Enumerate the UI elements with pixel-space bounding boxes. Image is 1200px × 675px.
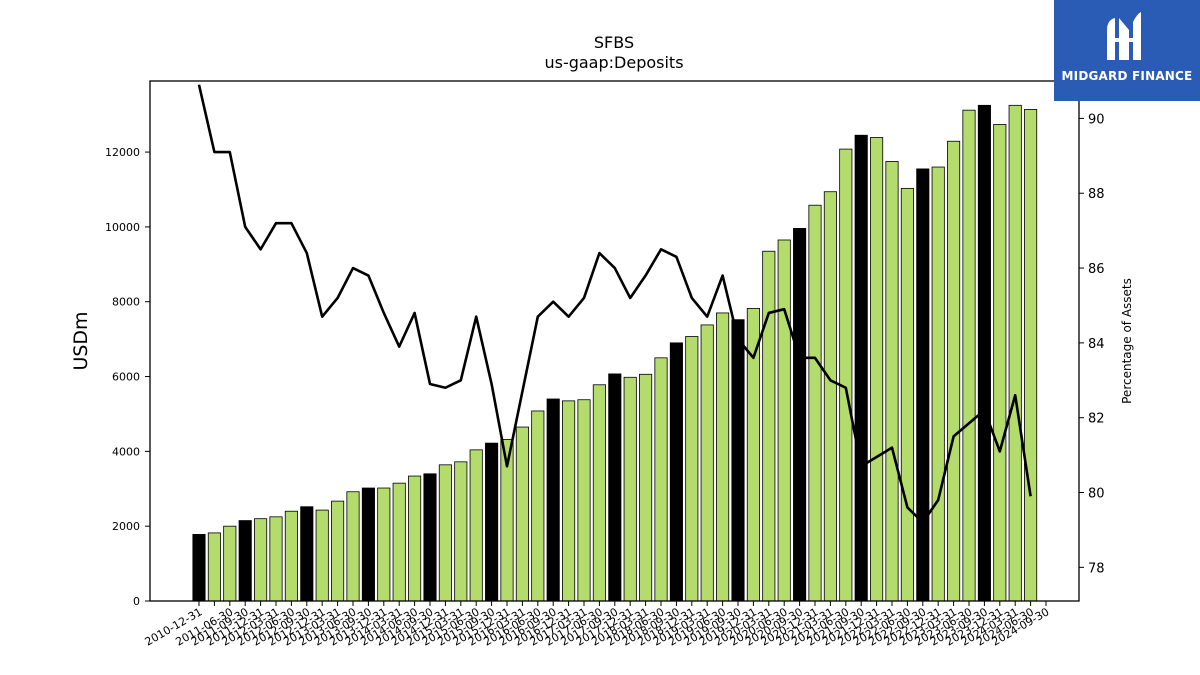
bar: [531, 410, 545, 602]
bar: [839, 148, 853, 602]
bar: [716, 312, 730, 602]
bar: [947, 140, 961, 602]
bar: [793, 227, 807, 602]
bar: [654, 357, 668, 602]
y-tick-label: 0: [133, 595, 140, 608]
bar: [346, 491, 360, 602]
logo-mark-icon: [1107, 12, 1141, 60]
bar: [962, 109, 976, 602]
bar: [562, 400, 576, 602]
deposits-pct-line: [197, 84, 1032, 524]
bar: [254, 518, 268, 602]
chart-subtitle: us-gaap:Deposits: [544, 53, 683, 72]
bar: [931, 166, 945, 602]
y-axis-right: 78 80 82 84 86 88 90: [1079, 112, 1105, 576]
bar: [546, 398, 560, 602]
y2-tick-label: 82: [1088, 412, 1105, 427]
bar: [454, 461, 468, 602]
y2-tick-label: 86: [1088, 262, 1105, 277]
y-tick-label: 8000: [112, 296, 140, 309]
y2-tick-label: 84: [1088, 337, 1105, 352]
y-tick-label: 6000: [112, 371, 140, 384]
bar: [700, 324, 714, 602]
bar: [1008, 104, 1022, 602]
x-axis: 2010-12-312011-06-302011-09-302011-12-31…: [143, 601, 1052, 649]
bar: [777, 239, 791, 602]
y-axis-label: USDm: [70, 311, 92, 370]
bar: [423, 473, 437, 602]
bar: [916, 168, 930, 602]
bar: [870, 137, 884, 602]
y-tick-label: 12000: [105, 146, 140, 159]
bar: [408, 475, 422, 602]
y2-axis-label: Percentage of Assets: [1120, 278, 1134, 404]
midgard-finance-logo: MIDGARD FINANCE: [1054, 0, 1200, 101]
bar: [854, 134, 868, 602]
bar: [592, 384, 606, 602]
bar: [361, 487, 375, 602]
line-series-layer: [197, 84, 1032, 524]
y2-tick-label: 78: [1088, 561, 1105, 576]
bar: [269, 516, 283, 602]
bar: [485, 442, 499, 602]
bar: [469, 449, 483, 602]
bar: [823, 191, 837, 602]
bar: [762, 250, 776, 602]
bar: [993, 124, 1007, 602]
bar: [315, 509, 329, 602]
bar: [885, 161, 899, 602]
logo-text: MIDGARD FINANCE: [1061, 69, 1193, 83]
y-tick-label: 2000: [112, 520, 140, 533]
bar: [284, 510, 298, 602]
bar: [669, 342, 683, 602]
bar: [639, 373, 653, 602]
bar: [392, 482, 406, 602]
y2-tick-label: 88: [1088, 187, 1105, 202]
bar: [685, 336, 699, 602]
bar: [438, 464, 452, 602]
bar: [192, 534, 206, 602]
bar-series: [192, 104, 1038, 602]
bar: [300, 506, 314, 602]
y-tick-label: 4000: [112, 445, 140, 458]
bar: [207, 532, 221, 602]
bar: [377, 487, 391, 602]
y2-tick-label: 90: [1088, 112, 1105, 127]
bar: [238, 520, 252, 602]
bar: [1024, 109, 1038, 602]
bar: [608, 373, 622, 602]
bar: [900, 187, 914, 602]
bar: [623, 376, 637, 602]
y-axis-left: 0 2000 4000 6000 8000 10000 12000: [105, 146, 150, 608]
bar: [515, 426, 529, 602]
bar: [223, 525, 237, 602]
bar: [731, 319, 745, 602]
y-tick-label: 10000: [105, 221, 140, 234]
chart-title: SFBS: [594, 33, 634, 52]
bar: [808, 204, 822, 602]
y2-tick-label: 80: [1088, 487, 1105, 502]
bar: [331, 500, 345, 602]
bar: [577, 399, 591, 602]
bar: [977, 104, 991, 602]
